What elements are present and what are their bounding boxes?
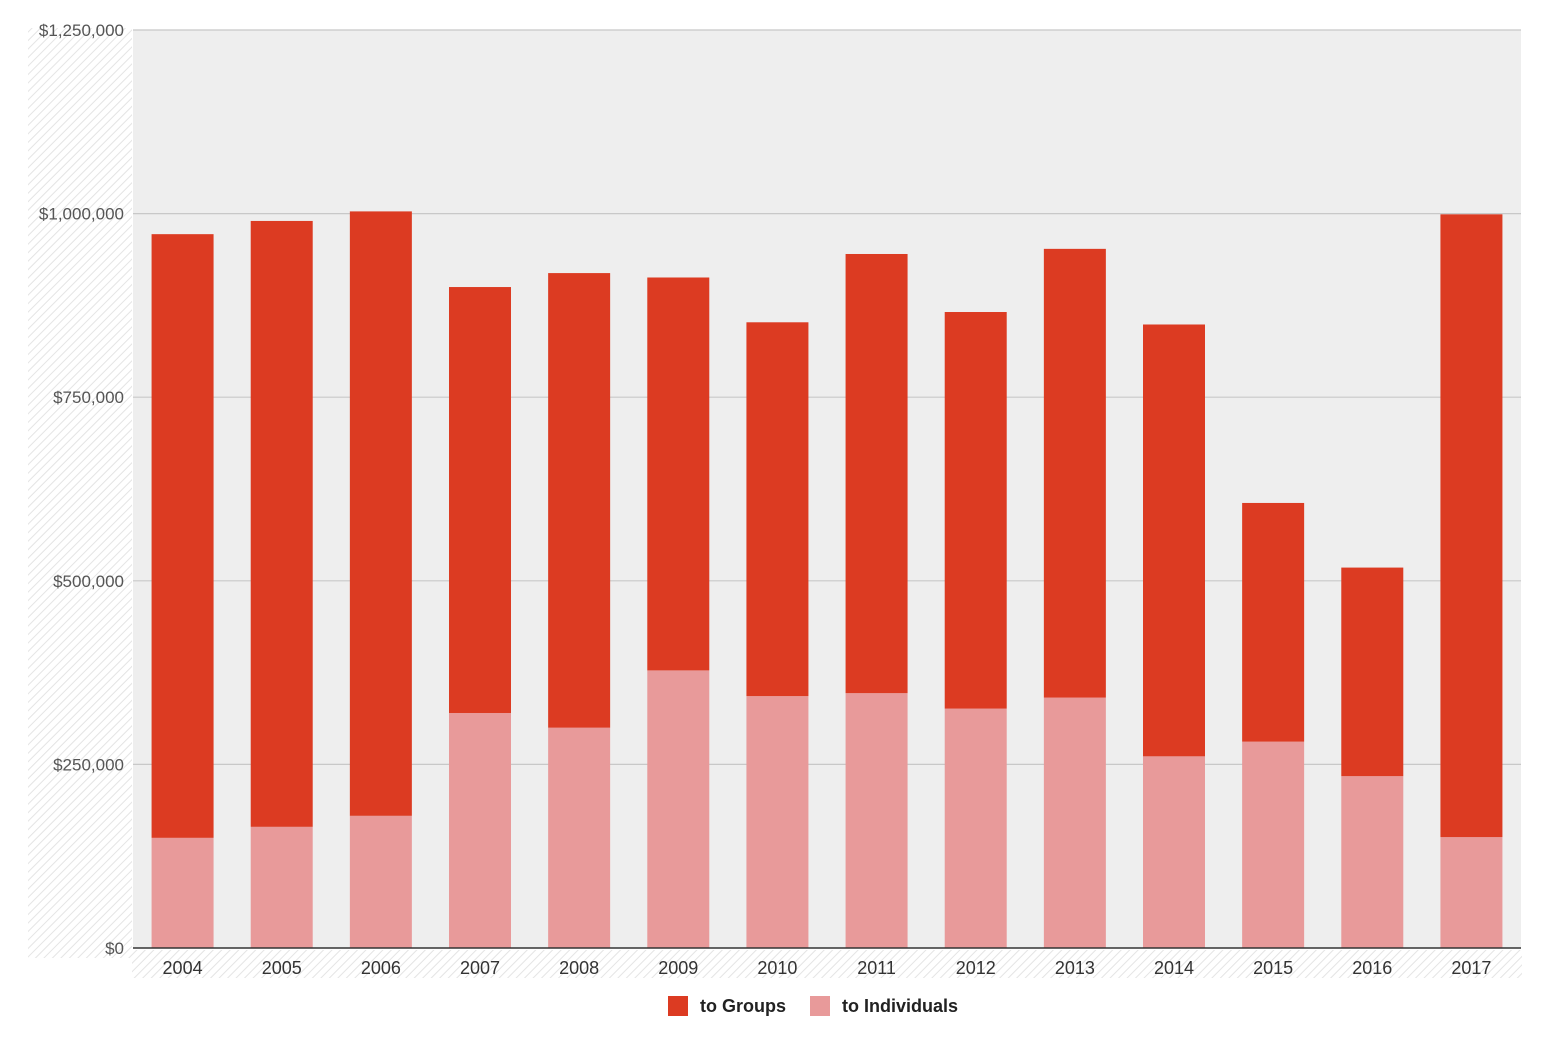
bar-2013-to-groups (1043, 248, 1106, 698)
bar-2005-to-groups (250, 220, 313, 827)
x-tick-label: 2017 (1451, 958, 1491, 978)
bar-2004-to-individuals (151, 837, 214, 948)
plot-area (133, 30, 1521, 948)
bar-2006-to-individuals (349, 815, 412, 948)
bar-2007-to-individuals (449, 712, 511, 948)
y-axis-hatch (28, 28, 132, 958)
y-tick-label: $750,000 (53, 388, 124, 407)
bar-2017-to-groups (1440, 214, 1503, 838)
x-tick-label: 2012 (956, 958, 996, 978)
x-tick-label: 2010 (757, 958, 797, 978)
bar-2014-to-groups (1143, 324, 1205, 757)
y-axis-ticks: $0 $250,000 $500,000 $750,000 $1,000,000 $1,2… (39, 21, 124, 958)
x-tick-label: 2008 (559, 958, 599, 978)
x-tick-label: 2016 (1352, 958, 1392, 978)
bar-2017-to-individuals (1440, 837, 1503, 948)
legend-label: to Individuals (842, 996, 958, 1016)
x-tick-label: 2006 (361, 958, 401, 978)
legend-label: to Groups (700, 996, 786, 1016)
bar-2010-to-groups (746, 322, 809, 697)
x-tick-label: 2004 (163, 958, 203, 978)
x-tick-label: 2011 (857, 958, 896, 978)
x-axis-hatch (132, 950, 1522, 978)
x-tick-label: 2009 (658, 958, 698, 978)
bar-2013-to-individuals (1043, 697, 1106, 948)
bar-2009-to-individuals (647, 670, 710, 948)
bar-2016-to-groups (1341, 567, 1404, 777)
x-tick-label: 2005 (262, 958, 302, 978)
bar-2016-to-individuals (1341, 776, 1404, 948)
bar-2010-to-individuals (746, 696, 809, 948)
y-tick-label: $1,250,000 (39, 21, 124, 40)
bars (151, 211, 1503, 948)
bar-2004-to-groups (151, 234, 214, 838)
bar-2008-to-groups (548, 273, 611, 728)
y-tick-label: $1,000,000 (39, 205, 124, 224)
y-tick-label: $500,000 (53, 572, 124, 591)
x-axis-ticks: 2004 2005 2006 2007 2008 2009 2010 2011 2012 2013… (163, 958, 1492, 978)
bar-2009-to-groups (647, 277, 710, 671)
bar-2012-to-groups (944, 312, 1007, 709)
x-tick-label: 2014 (1154, 958, 1194, 978)
bar-2005-to-individuals (250, 826, 313, 948)
bar-2006-to-groups (349, 211, 412, 816)
bar-2015-to-individuals (1242, 741, 1305, 948)
x-tick-label: 2013 (1055, 958, 1095, 978)
bar-2011-to-individuals (845, 693, 908, 948)
x-tick-label: 2007 (460, 958, 500, 978)
x-tick-label: 2015 (1253, 958, 1293, 978)
y-tick-label: $250,000 (53, 755, 124, 774)
legend-swatch (668, 996, 688, 1016)
bar-2008-to-individuals (548, 727, 611, 948)
bar-2011-to-groups (845, 253, 908, 694)
bar-2012-to-individuals (944, 708, 1007, 948)
y-tick-label: $0 (105, 939, 124, 958)
bar-2007-to-groups (449, 287, 511, 713)
bar-2015-to-groups (1242, 502, 1305, 742)
legend-swatch (810, 996, 830, 1016)
legend: to Groups to Individuals (668, 996, 958, 1016)
bar-2014-to-individuals (1143, 756, 1205, 948)
